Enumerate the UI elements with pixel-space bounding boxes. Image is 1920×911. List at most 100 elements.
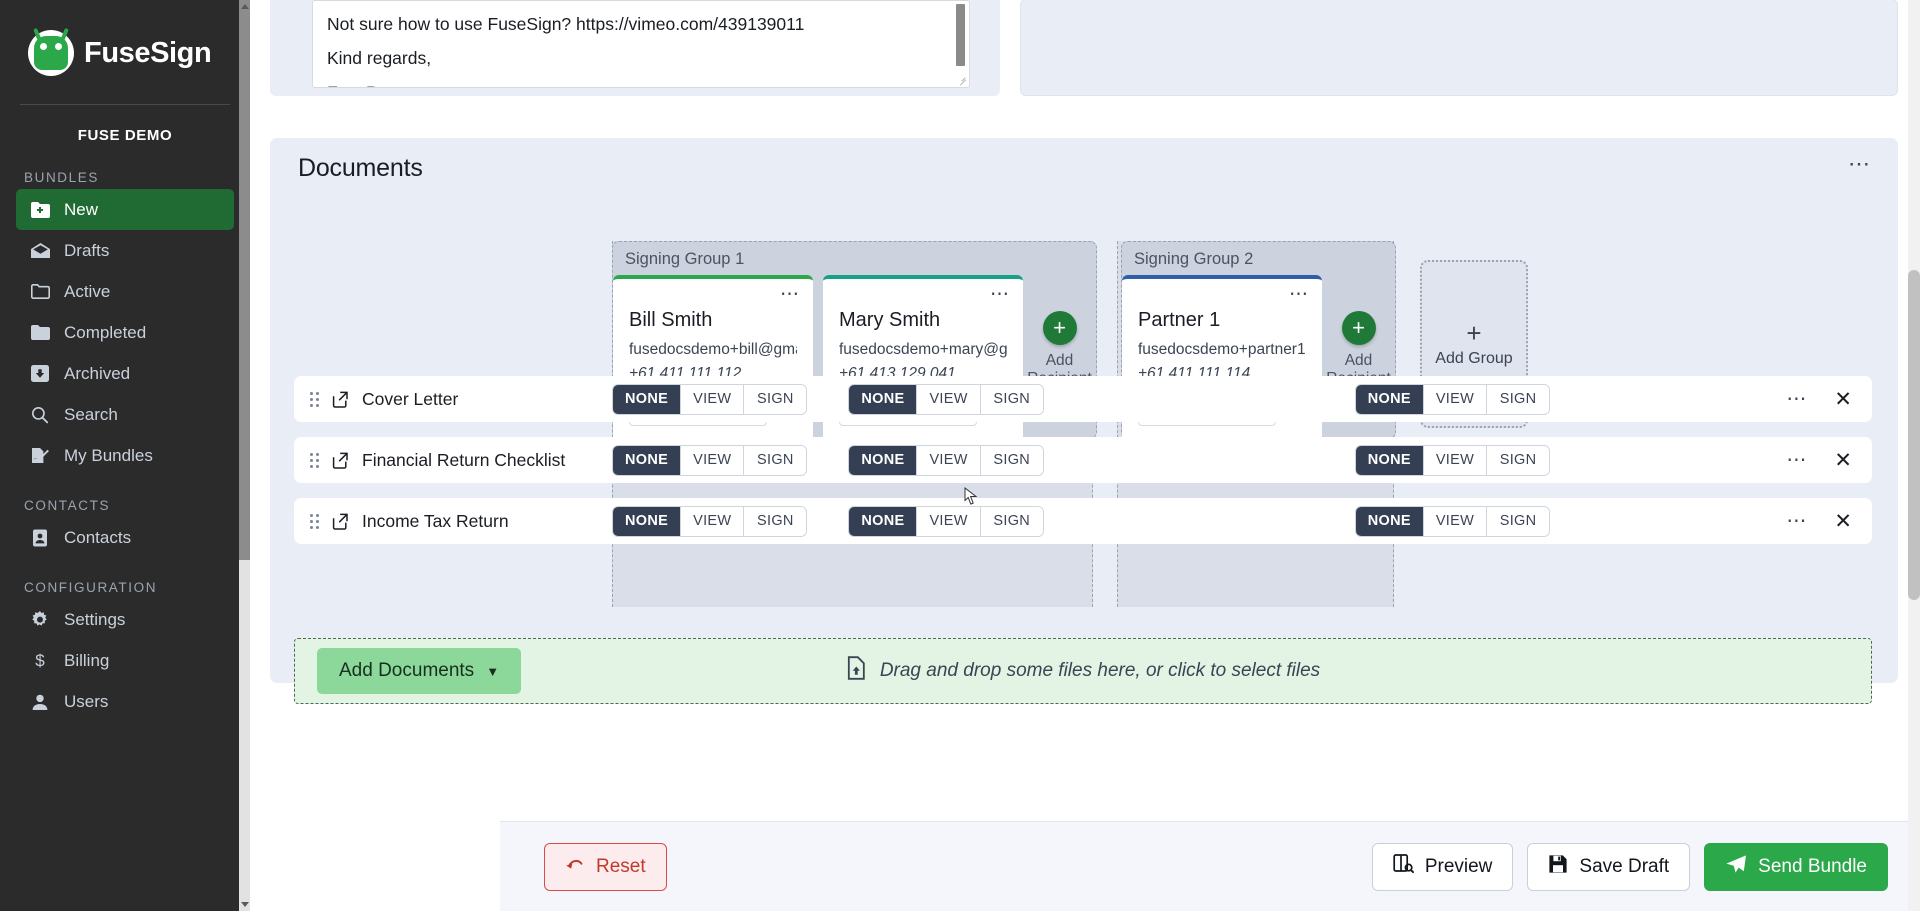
sidebar-item-users[interactable]: Users [16, 681, 234, 722]
permission-toggle-row0-col2[interactable]: NONE VIEW SIGN [1354, 383, 1551, 415]
permission-toggle-row0-col1[interactable]: NONE VIEW SIGN [848, 383, 1044, 415]
sidebar-item-contacts[interactable]: Contacts [16, 517, 234, 558]
reset-button[interactable]: Reset [544, 842, 667, 891]
permission-sign[interactable]: SIGN [744, 445, 807, 475]
sidebar-item-new[interactable]: New [16, 189, 234, 230]
brand-logo[interactable]: FuseSign [0, 0, 250, 76]
add-documents-button[interactable]: Add Documents ▼ [317, 648, 522, 694]
row-menu-icon[interactable]: ⋯ [1786, 510, 1809, 532]
archive-icon [30, 364, 50, 384]
save-draft-button[interactable]: Save Draft [1527, 842, 1691, 891]
sidebar-item-active[interactable]: Active [16, 271, 234, 312]
plus-icon[interactable]: + [1341, 311, 1376, 345]
scroll-down-icon[interactable] [241, 902, 249, 907]
user-icon [30, 692, 50, 712]
permission-toggle-row2-col0[interactable]: NONE VIEW SIGN [612, 505, 808, 537]
permission-view[interactable]: VIEW [681, 384, 745, 414]
permission-none[interactable]: NONE [1355, 384, 1424, 414]
external-link-icon[interactable] [332, 513, 349, 530]
permission-toggle-row0-col0[interactable]: NONE VIEW SIGN [612, 383, 808, 415]
drag-handle-icon[interactable] [310, 513, 319, 529]
permission-toggle-row1-col2[interactable]: NONE VIEW SIGN [1354, 444, 1551, 476]
permission-toggle-row2-col2[interactable]: NONE VIEW SIGN [1354, 505, 1551, 537]
permission-view[interactable]: VIEW [681, 506, 745, 536]
permission-view[interactable]: VIEW [1423, 384, 1488, 414]
preview-label: Preview [1424, 855, 1493, 877]
sidebar-item-settings[interactable]: Settings [16, 599, 234, 640]
sidebar-item-billing[interactable]: $ Billing [16, 640, 234, 681]
permission-view[interactable]: VIEW [917, 506, 981, 536]
external-link-icon[interactable] [332, 452, 349, 469]
permission-none[interactable]: NONE [613, 384, 682, 414]
sidebar-scrollbar[interactable] [239, 0, 250, 911]
email-line-1: Not sure how to use FuseSign? https://vi… [327, 14, 805, 34]
row-menu-icon[interactable]: ⋯ [1786, 449, 1809, 471]
page-scrollbar[interactable] [1908, 0, 1920, 911]
sidebar-divider [20, 104, 230, 105]
sidebar: FuseSign FUSE DEMO BUNDLES New Drafts Ac… [0, 0, 250, 911]
permission-sign[interactable]: SIGN [1487, 384, 1550, 414]
permission-sign[interactable]: SIGN [744, 384, 807, 414]
permission-none[interactable]: NONE [1355, 506, 1424, 536]
drag-handle-icon[interactable] [310, 391, 319, 407]
permission-sign[interactable]: SIGN [980, 506, 1043, 536]
ellipsis-icon[interactable]: ⋯ [1848, 151, 1872, 176]
email-message-textarea[interactable]: Not sure how to use FuseSign? https://vi… [312, 0, 970, 88]
documents-title: Documents [298, 153, 423, 182]
search-icon [30, 405, 50, 425]
sidebar-item-label: Search [64, 404, 118, 424]
recipient-email: fusedocsdemo+partner1@g... [1138, 341, 1306, 358]
email-textarea-scrollbar[interactable] [956, 4, 965, 66]
permission-none[interactable]: NONE [613, 506, 682, 536]
sidebar-item-drafts[interactable]: Drafts [16, 230, 234, 271]
permission-toggle-row1-col0[interactable]: NONE VIEW SIGN [612, 444, 808, 476]
dollar-icon: $ [30, 651, 50, 671]
page-scrollbar-thumb[interactable] [1908, 270, 1920, 600]
permission-sign[interactable]: SIGN [1487, 445, 1550, 475]
recipient-name: Partner 1 [1138, 309, 1221, 331]
sidebar-item-label: My Bundles [64, 445, 153, 465]
ellipsis-icon[interactable]: ⋯ [990, 284, 1011, 305]
permission-view[interactable]: VIEW [1423, 445, 1488, 475]
sidebar-scrollbar-thumb[interactable] [239, 0, 250, 560]
close-icon[interactable]: ✕ [1834, 387, 1852, 411]
file-dropzone[interactable]: Add Documents ▼ Drag and drop some files… [294, 638, 1872, 704]
permission-view[interactable]: VIEW [917, 384, 981, 414]
permission-toggle-row1-col1[interactable]: NONE VIEW SIGN [848, 444, 1044, 476]
ellipsis-icon[interactable]: ⋯ [1289, 284, 1310, 305]
permission-none[interactable]: NONE [849, 384, 918, 414]
email-line-3: FuseDocs [327, 75, 955, 87]
permission-view[interactable]: VIEW [917, 445, 981, 475]
recipient-name: Mary Smith [839, 309, 941, 331]
row-menu-icon[interactable]: ⋯ [1786, 388, 1809, 410]
plus-icon[interactable]: + [1042, 311, 1077, 345]
sidebar-item-my-bundles[interactable]: My Bundles [16, 435, 234, 476]
send-bundle-button[interactable]: Send Bundle [1704, 842, 1888, 891]
sidebar-item-completed[interactable]: Completed [16, 312, 234, 353]
permission-sign[interactable]: SIGN [980, 384, 1043, 414]
sidebar-item-label: New [64, 199, 99, 219]
resize-handle-icon[interactable] [958, 76, 967, 85]
permission-view[interactable]: VIEW [681, 445, 745, 475]
permission-sign[interactable]: SIGN [980, 445, 1043, 475]
permission-none[interactable]: NONE [1355, 445, 1424, 475]
permission-view[interactable]: VIEW [1423, 506, 1488, 536]
close-icon[interactable]: ✕ [1834, 448, 1852, 472]
permission-sign[interactable]: SIGN [1487, 506, 1550, 536]
sidebar-item-archived[interactable]: Archived [16, 353, 234, 394]
add-recipient-group-1[interactable]: + Add Recipient [1023, 275, 1096, 388]
permission-none[interactable]: NONE [849, 506, 918, 536]
sidebar-item-search[interactable]: Search [16, 394, 234, 435]
permission-none[interactable]: NONE [849, 445, 918, 475]
permission-sign[interactable]: SIGN [744, 506, 807, 536]
preview-button[interactable]: Preview [1371, 842, 1514, 891]
add-recipient-group-2[interactable]: + Add Recipient [1322, 275, 1395, 388]
close-icon[interactable]: ✕ [1834, 509, 1852, 533]
scroll-up-icon[interactable] [241, 4, 249, 9]
permission-none[interactable]: NONE [613, 445, 682, 475]
ellipsis-icon[interactable]: ⋯ [780, 284, 801, 305]
external-link-icon[interactable] [332, 391, 349, 408]
drag-handle-icon[interactable] [310, 452, 319, 468]
permission-toggle-row2-col1[interactable]: NONE VIEW SIGN [848, 505, 1044, 537]
